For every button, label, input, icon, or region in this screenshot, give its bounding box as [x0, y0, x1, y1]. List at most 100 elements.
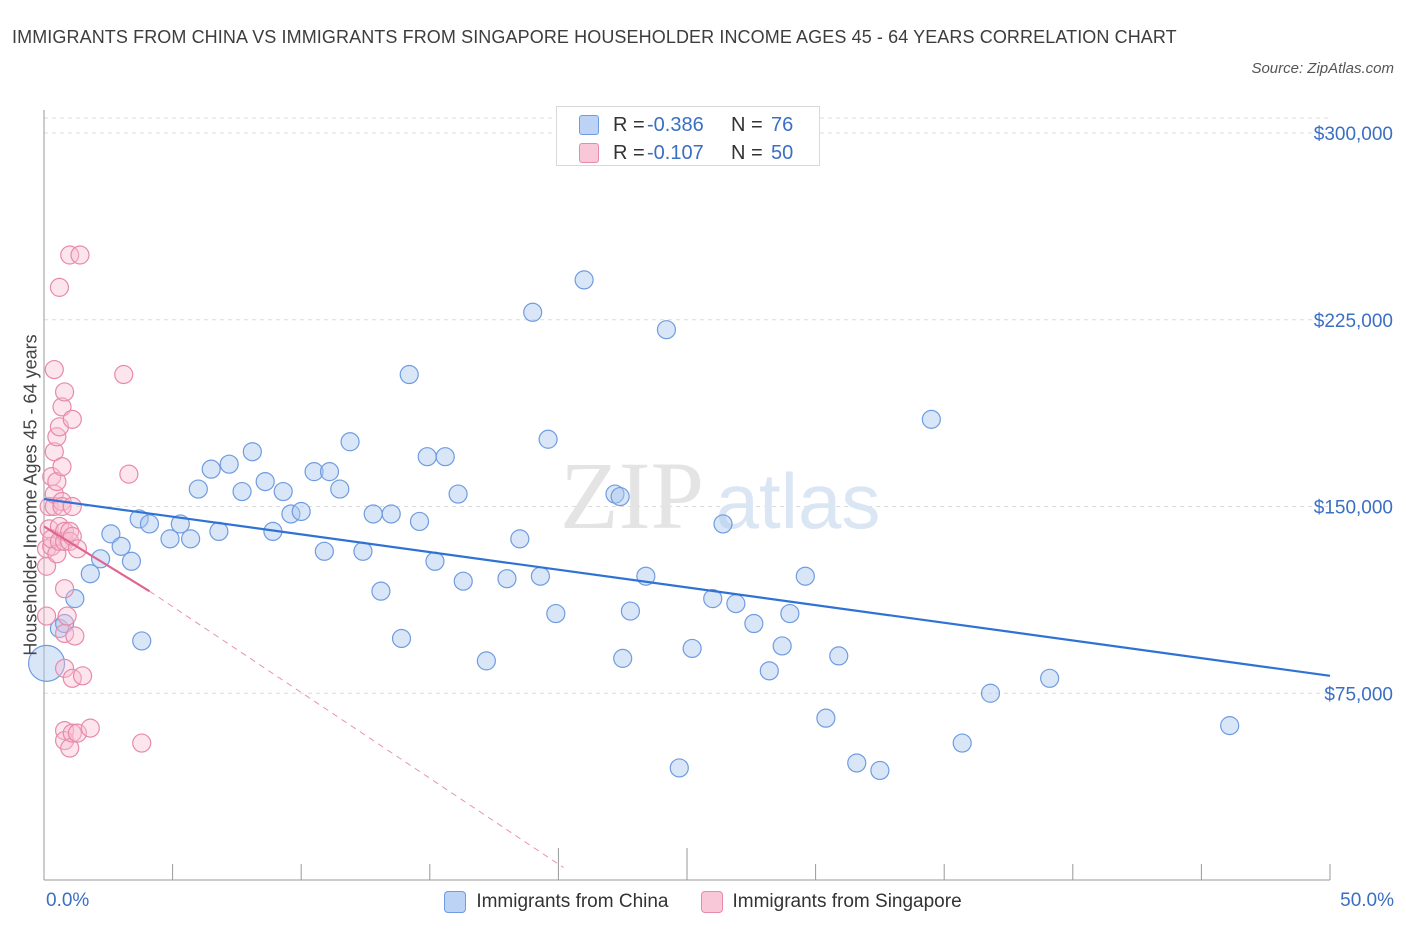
singapore-point — [65, 626, 85, 646]
china-point — [669, 758, 689, 778]
china-point — [538, 429, 558, 449]
singapore-point — [54, 658, 75, 678]
series-legend: Immigrants from China Immigrants from Si… — [0, 888, 1406, 916]
china-point — [497, 569, 517, 589]
singapore-point — [52, 457, 72, 477]
china-point — [816, 708, 836, 728]
singapore-point — [67, 723, 88, 743]
china-point — [772, 636, 792, 656]
singapore-point — [44, 442, 64, 462]
china-point — [574, 270, 594, 290]
singapore-trend-extension — [149, 590, 564, 868]
china-point — [219, 454, 239, 474]
r-value-china: -0.386 — [647, 113, 704, 136]
china-swatch — [579, 115, 599, 135]
china-point — [391, 628, 412, 649]
china-point — [80, 564, 100, 584]
china-point — [847, 753, 867, 773]
china-point — [726, 594, 746, 614]
china-point — [129, 509, 149, 529]
china-point — [340, 432, 360, 452]
singapore-point — [60, 521, 80, 542]
r-label: R = — [613, 141, 645, 164]
china-point — [181, 529, 201, 549]
correlation-legend: R = -0.386 N = 76 R = -0.107 N = 50 — [556, 106, 820, 166]
y-tick-label: $150,000 — [1314, 498, 1393, 519]
china-point — [682, 638, 702, 659]
singapore-trend-line — [43, 525, 151, 593]
china-point — [54, 613, 75, 634]
china-point — [744, 613, 764, 634]
china-point — [353, 541, 373, 561]
singapore-point — [80, 718, 100, 738]
china-point — [523, 302, 543, 322]
china-point — [435, 447, 455, 467]
trend-lines — [43, 497, 1331, 868]
y-tick-label: $225,000 — [1314, 311, 1393, 332]
legend-item-china: Immigrants from China — [444, 891, 669, 913]
singapore-point — [70, 245, 90, 265]
singapore-swatch — [579, 143, 599, 163]
singapore-point — [132, 733, 152, 753]
n-label: N = — [731, 113, 763, 136]
singapore-point — [36, 606, 57, 626]
china-point — [952, 733, 972, 753]
china-swatch — [444, 891, 467, 913]
china-point — [371, 581, 391, 601]
china-point — [921, 409, 941, 429]
legend-label-china: Immigrants from China — [476, 891, 669, 912]
china-point — [291, 501, 311, 522]
china-point — [713, 514, 733, 534]
china-point — [620, 601, 641, 621]
singapore-swatch — [700, 891, 723, 913]
singapore-point — [54, 382, 75, 402]
singapore-point — [119, 464, 139, 484]
singapore-points — [36, 245, 152, 758]
china-point — [399, 364, 419, 385]
china-point — [209, 521, 229, 542]
china-point — [160, 529, 180, 549]
singapore-point — [44, 359, 64, 380]
china-point — [759, 661, 779, 681]
china-point — [829, 646, 849, 666]
y-tick-label: $300,000 — [1314, 124, 1393, 145]
china-point — [1040, 668, 1060, 688]
x-tick-max: 50.0% — [1340, 890, 1394, 911]
singapore-point — [60, 738, 80, 758]
watermark-atlas: atlas — [716, 457, 881, 545]
china-point — [448, 484, 468, 504]
china-point — [319, 462, 340, 482]
china-point — [780, 603, 800, 624]
source-label: Source: ZipAtlas.com — [1251, 60, 1394, 77]
china-point — [510, 529, 530, 549]
china-point — [314, 541, 334, 561]
singapore-point — [60, 245, 80, 265]
singapore-point — [62, 723, 82, 743]
china-point — [656, 320, 677, 340]
y-axis-title: Householder Income Ages 45 - 64 years — [20, 334, 41, 656]
x-tick-min: 0.0% — [46, 890, 90, 911]
y-tick-labels: $75,000 $150,000 $225,000 $300,000 — [1314, 124, 1393, 705]
singapore-point — [114, 364, 134, 385]
china-point — [27, 644, 66, 682]
singapore-point — [62, 409, 82, 429]
china-point — [273, 481, 293, 502]
grid-lines — [44, 117, 1330, 694]
legend-row-china: R = -0.386 N = 76 — [579, 111, 793, 139]
china-point — [363, 504, 383, 524]
china-point — [610, 486, 630, 507]
n-value-singapore: 50 — [771, 141, 794, 164]
singapore-point — [72, 666, 93, 686]
singapore-point — [54, 579, 75, 599]
y-tick-label: $75,000 — [1324, 684, 1393, 705]
singapore-point — [52, 397, 72, 417]
china-point — [330, 479, 350, 499]
china-point — [425, 551, 445, 571]
r-value-singapore: -0.107 — [647, 141, 704, 164]
china-point — [255, 472, 275, 492]
china-point — [111, 536, 131, 556]
singapore-point — [49, 277, 70, 297]
china-point — [188, 479, 208, 499]
n-label: N = — [731, 141, 763, 164]
china-point — [795, 566, 815, 586]
